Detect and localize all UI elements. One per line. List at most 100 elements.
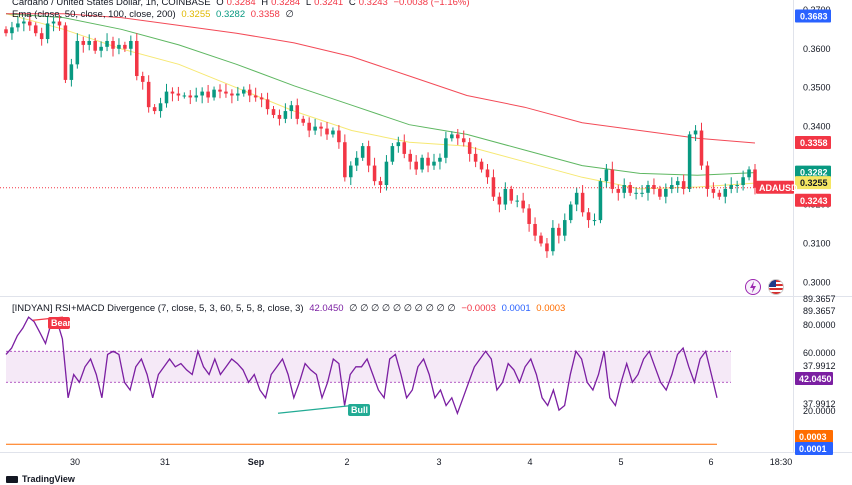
candle-body bbox=[277, 114, 282, 119]
indicator-tag: 0.0003 bbox=[795, 430, 833, 443]
candle-body bbox=[384, 161, 389, 186]
candle-body bbox=[81, 40, 86, 45]
candle-body bbox=[735, 185, 739, 187]
candle-body bbox=[652, 185, 656, 189]
candle-body bbox=[99, 46, 103, 51]
indicator-tick-label: 60.0000 bbox=[803, 348, 836, 358]
candle-body bbox=[283, 111, 288, 119]
indicator-tick-label: 37.9912 bbox=[803, 399, 836, 409]
candle-body bbox=[681, 181, 686, 189]
candle-body bbox=[93, 40, 97, 51]
candle-body bbox=[224, 91, 228, 94]
indicator-na-values: ∅ ∅ ∅ ∅ ∅ ∅ ∅ ∅ ∅ ∅ bbox=[349, 303, 456, 314]
candle-body bbox=[182, 95, 187, 97]
candle-body bbox=[699, 130, 704, 166]
candle-body bbox=[87, 40, 91, 45]
ema-line bbox=[5, 13, 756, 190]
candle-body bbox=[354, 157, 359, 166]
candle-body bbox=[271, 109, 276, 115]
price-tag: 0.3358 bbox=[795, 135, 831, 149]
price-tick-label: 0.3400 bbox=[803, 122, 831, 132]
candle-body bbox=[432, 161, 436, 166]
candle-body bbox=[634, 192, 638, 194]
bear-label: Bear bbox=[48, 317, 72, 329]
ema-line bbox=[6, 13, 756, 144]
candle-body bbox=[39, 33, 44, 40]
time-tick-label: 30 bbox=[70, 457, 80, 467]
bull-divergence-line bbox=[277, 404, 353, 414]
candle-body bbox=[164, 91, 169, 104]
candle-body bbox=[408, 153, 412, 162]
indicator-tick-label: 37.9912 bbox=[803, 361, 836, 371]
price-tick-label: 0.3500 bbox=[803, 83, 831, 93]
us-flag-icon[interactable] bbox=[768, 279, 784, 295]
symbol-tag-bg bbox=[756, 180, 794, 194]
tradingview-logo[interactable]: TradingView bbox=[6, 474, 75, 484]
candle-body bbox=[325, 128, 329, 135]
candle-body bbox=[366, 146, 371, 166]
candle-body bbox=[349, 165, 353, 178]
candle-body bbox=[105, 40, 109, 47]
histogram-value: 0.0003 bbox=[536, 303, 566, 314]
candle-body bbox=[527, 208, 531, 224]
tradingview-logo-icon bbox=[6, 475, 18, 483]
candle-body bbox=[33, 25, 38, 34]
indicator-tag-bg bbox=[795, 372, 833, 385]
lightning-icon[interactable] bbox=[745, 279, 761, 295]
candle-body bbox=[75, 40, 80, 65]
indicator-tag: 0.0001 bbox=[795, 442, 833, 455]
candle-body bbox=[414, 161, 418, 170]
candle-body bbox=[622, 185, 626, 193]
candle-body bbox=[158, 103, 163, 112]
price-tag: 0.3683 bbox=[795, 9, 831, 23]
candle-body bbox=[509, 188, 514, 201]
candle-body bbox=[253, 95, 258, 98]
candle-body bbox=[188, 95, 193, 98]
candle-body bbox=[539, 235, 543, 244]
candle-body bbox=[658, 188, 662, 197]
candle-body bbox=[123, 44, 127, 49]
label-text: Bull bbox=[351, 405, 368, 415]
candle-body bbox=[301, 118, 305, 123]
candle-body bbox=[319, 126, 323, 129]
label-bg bbox=[348, 404, 370, 416]
candle-body bbox=[63, 25, 68, 80]
candle-body bbox=[307, 122, 311, 131]
candle-body bbox=[343, 142, 347, 178]
time-tick-label: 3 bbox=[436, 457, 441, 467]
candle-body bbox=[230, 93, 234, 96]
candle-body bbox=[69, 64, 74, 80]
candle-body bbox=[521, 200, 525, 209]
candle-body bbox=[390, 146, 395, 162]
candle-body bbox=[491, 177, 496, 197]
candle-body bbox=[604, 169, 609, 182]
candle-body bbox=[551, 227, 555, 252]
candle-body bbox=[295, 105, 300, 119]
price-tag: 0.3282 bbox=[795, 165, 831, 179]
ema-legend-title[interactable]: Ema (close, 50, close, 100, close, 200) bbox=[12, 9, 176, 20]
price-tick-label: 0.3000 bbox=[803, 277, 831, 287]
candle-body bbox=[729, 185, 733, 189]
candle-body bbox=[10, 27, 14, 34]
symbol-title[interactable]: Cardano / United States Dollar, 1h, COIN… bbox=[12, 0, 211, 8]
candle-body bbox=[152, 107, 157, 112]
candle-body bbox=[426, 157, 430, 166]
ema-na-value: ∅ bbox=[285, 9, 294, 20]
candle-body bbox=[45, 23, 50, 40]
time-tick-label: 4 bbox=[527, 457, 532, 467]
candle-body bbox=[568, 204, 573, 221]
rsi-band bbox=[6, 351, 731, 383]
candle-body bbox=[503, 188, 508, 205]
price-tick-label: 0.3100 bbox=[803, 238, 831, 248]
candle-body bbox=[444, 138, 448, 158]
candle-body bbox=[242, 89, 246, 94]
time-tick-label: 18:30 bbox=[770, 457, 793, 467]
indicator-tag-text: 0.0001 bbox=[799, 444, 827, 454]
symbol-tag: ADAUSD bbox=[756, 180, 798, 194]
indicator-title[interactable]: [INDYAN] RSI+MACD Divergence (7, close, … bbox=[12, 303, 304, 314]
candle-body bbox=[450, 134, 454, 139]
candle-body bbox=[57, 21, 62, 26]
candle-body bbox=[563, 220, 567, 236]
candle-body bbox=[117, 44, 121, 49]
